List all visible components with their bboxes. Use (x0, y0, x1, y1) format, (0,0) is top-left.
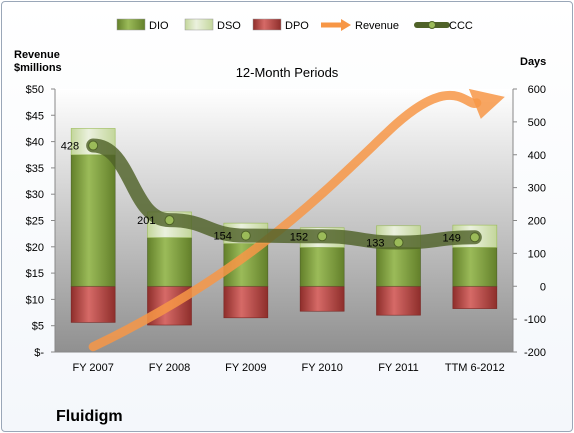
legend-label-dpo: DPO (285, 20, 309, 32)
revenue-series (88, 88, 505, 352)
dio-bar (452, 247, 498, 287)
legend-arrowhead (341, 19, 351, 31)
right-tick-label: 600 (528, 84, 546, 96)
dio-bar (299, 247, 345, 287)
ccc-data-label: 201 (137, 215, 155, 227)
legend: DIO DSO DPO Revenue CCC (116, 18, 473, 32)
ccc-point (240, 230, 251, 241)
x-tick-label: TTM 6-2012 (445, 362, 505, 374)
left-tick-label: $- (34, 347, 44, 359)
left-tick-label: $15 (26, 268, 44, 280)
legend-label-revenue: Revenue (355, 20, 399, 32)
dpo-bar (299, 285, 345, 312)
legend-swatch-dpo (252, 18, 282, 31)
legend-label-dio: DIO (149, 20, 169, 32)
legend-label-dso: DSO (217, 20, 241, 32)
right-axis: -200 -100 0 100 200 300 400 500 600 (512, 84, 546, 359)
left-tick-label: $40 (26, 137, 44, 149)
x-axis: FY 2007 FY 2008 FY 2009 FY 2010 FY 2011 TTM 6… (55, 351, 513, 374)
ccc-point (469, 232, 480, 243)
x-tick-label: FY 2009 (225, 362, 266, 374)
x-tick-label: FY 2010 (301, 362, 342, 374)
right-tick-label: 100 (528, 248, 546, 260)
dpo-bar (452, 285, 498, 309)
right-tick-label: -100 (524, 314, 546, 326)
left-axis-label-line1: Revenue (14, 49, 60, 61)
dio-bar (376, 247, 421, 287)
dio-bar (70, 154, 116, 287)
right-tick-label: -200 (524, 347, 546, 359)
left-tick-label: $45 (26, 110, 44, 122)
x-tick-label: FY 2011 (378, 362, 419, 374)
dpo-bar (70, 285, 116, 323)
dpo-bar (223, 285, 269, 319)
right-tick-label: 300 (528, 183, 546, 195)
chart-title: 12-Month Periods (236, 65, 339, 80)
legend-swatch-dso (184, 18, 214, 31)
left-tick-label: $5 (32, 321, 44, 333)
ccc-point (88, 140, 99, 151)
right-tick-label: 200 (528, 216, 546, 228)
x-tick-label: FY 2007 (72, 362, 113, 374)
legend-swatch-dio (116, 18, 146, 31)
ccc-point (317, 231, 328, 242)
ccc-data-label: 428 (61, 141, 79, 153)
left-tick-label: $50 (26, 84, 44, 96)
company-name: Fluidigm (56, 408, 123, 425)
right-tick-label: 500 (528, 117, 546, 129)
right-tick-label: 0 (540, 281, 546, 293)
left-axis: $- $5 $10 $15 $20 $25 $30 $35 $40 $45 $50 (26, 84, 56, 359)
ccc-point (164, 215, 175, 226)
revenue-arrowhead (468, 88, 505, 119)
legend-ccc-marker (428, 21, 436, 29)
ccc-series: 428 201 154 152 133 149 (61, 138, 482, 250)
ccc-data-label: 152 (290, 231, 308, 243)
revenue-line (88, 90, 482, 352)
left-axis-label-line2: $millions (14, 62, 62, 74)
ccc-point (393, 237, 404, 248)
ccc-data-label: 149 (442, 232, 460, 244)
left-tick-label: $20 (26, 242, 44, 254)
ccc-line (86, 138, 482, 250)
dio-bar (147, 237, 192, 287)
left-tick-label: $35 (26, 163, 44, 175)
ccc-data-label: 154 (213, 231, 231, 243)
dpo-bar (376, 285, 421, 316)
right-tick-label: 400 (528, 150, 546, 162)
left-tick-label: $30 (26, 189, 44, 201)
legend-label-ccc: CCC (449, 20, 473, 32)
x-tick-label: FY 2008 (149, 362, 190, 374)
left-tick-label: $10 (26, 294, 44, 306)
left-tick-label: $25 (26, 216, 44, 228)
ccc-data-label: 133 (366, 238, 384, 250)
right-axis-label: Days (520, 56, 546, 68)
